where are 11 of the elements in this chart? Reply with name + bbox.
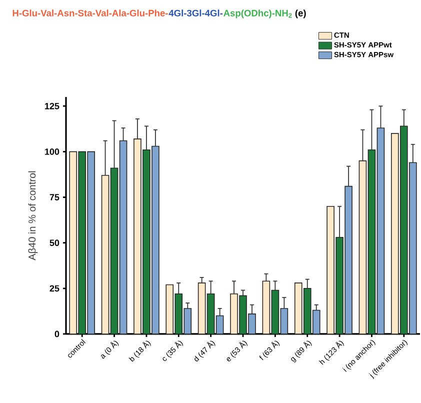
- chart-title: H-Glu-Val-Asn-Sta-Val-Ala-Glu-Phe-: [12, 10, 168, 16]
- text: Asp(ODhc)-NH$_{2}$: [224, 10, 292, 18]
- text: 4Gl-3Gl-4Gl-: [168, 10, 223, 16]
- y-axis-title: Aβ40 in % of control: [28, 171, 38, 260]
- y-tick-label: 0: [54, 330, 60, 338]
- y-tick-label: 100: [45, 148, 60, 155]
- y-tick-label: 75: [50, 194, 60, 200]
- y-tick-label: 25: [50, 285, 60, 292]
- text: (e): [295, 10, 306, 18]
- y-tick-label: 50: [50, 240, 60, 246]
- y-tick-label: 125: [45, 102, 60, 110]
